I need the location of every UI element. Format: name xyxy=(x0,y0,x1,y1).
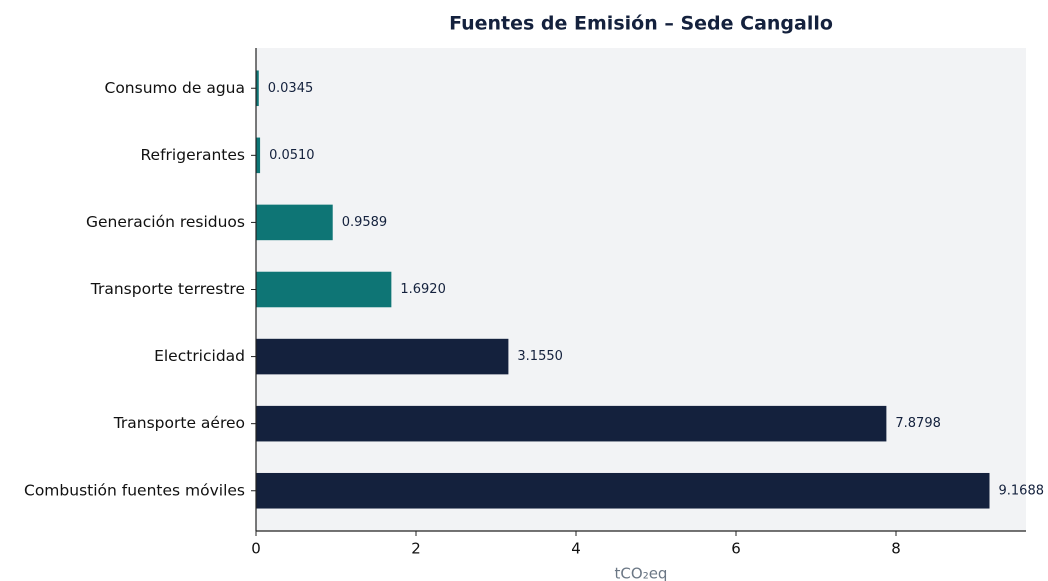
value-label: 9.1688 xyxy=(999,483,1045,498)
bar xyxy=(256,204,333,241)
y-tick-label: Transporte terrestre xyxy=(90,280,245,298)
x-tick-label: 2 xyxy=(411,540,421,558)
x-tick-label: 4 xyxy=(571,540,581,558)
value-label: 0.0345 xyxy=(268,81,314,96)
y-tick-label: Consumo de agua xyxy=(105,79,246,97)
chart-title: Fuentes de Emisión – Sede Cangallo xyxy=(449,13,833,35)
bar xyxy=(256,70,259,107)
bar xyxy=(256,405,887,442)
value-label: 1.6920 xyxy=(400,282,446,297)
x-tick-label: 6 xyxy=(731,540,741,558)
bar xyxy=(256,338,509,375)
x-axis-label: tCO₂eq xyxy=(615,565,668,581)
bar xyxy=(256,271,392,308)
y-tick-label: Generación residuos xyxy=(86,213,245,231)
y-tick-label: Refrigerantes xyxy=(140,146,245,164)
x-tick-label: 0 xyxy=(251,540,261,558)
x-tick-label: 8 xyxy=(891,540,901,558)
value-label: 0.0510 xyxy=(269,148,315,163)
y-tick-label: Transporte aéreo xyxy=(113,414,245,432)
value-label: 3.1550 xyxy=(517,349,563,364)
bar xyxy=(256,472,990,509)
value-label: 7.8798 xyxy=(895,416,941,431)
y-tick-label: Electricidad xyxy=(154,347,245,365)
y-tick-label: Combustión fuentes móviles xyxy=(24,481,245,499)
value-label: 0.9589 xyxy=(342,215,388,230)
bar xyxy=(256,137,261,174)
